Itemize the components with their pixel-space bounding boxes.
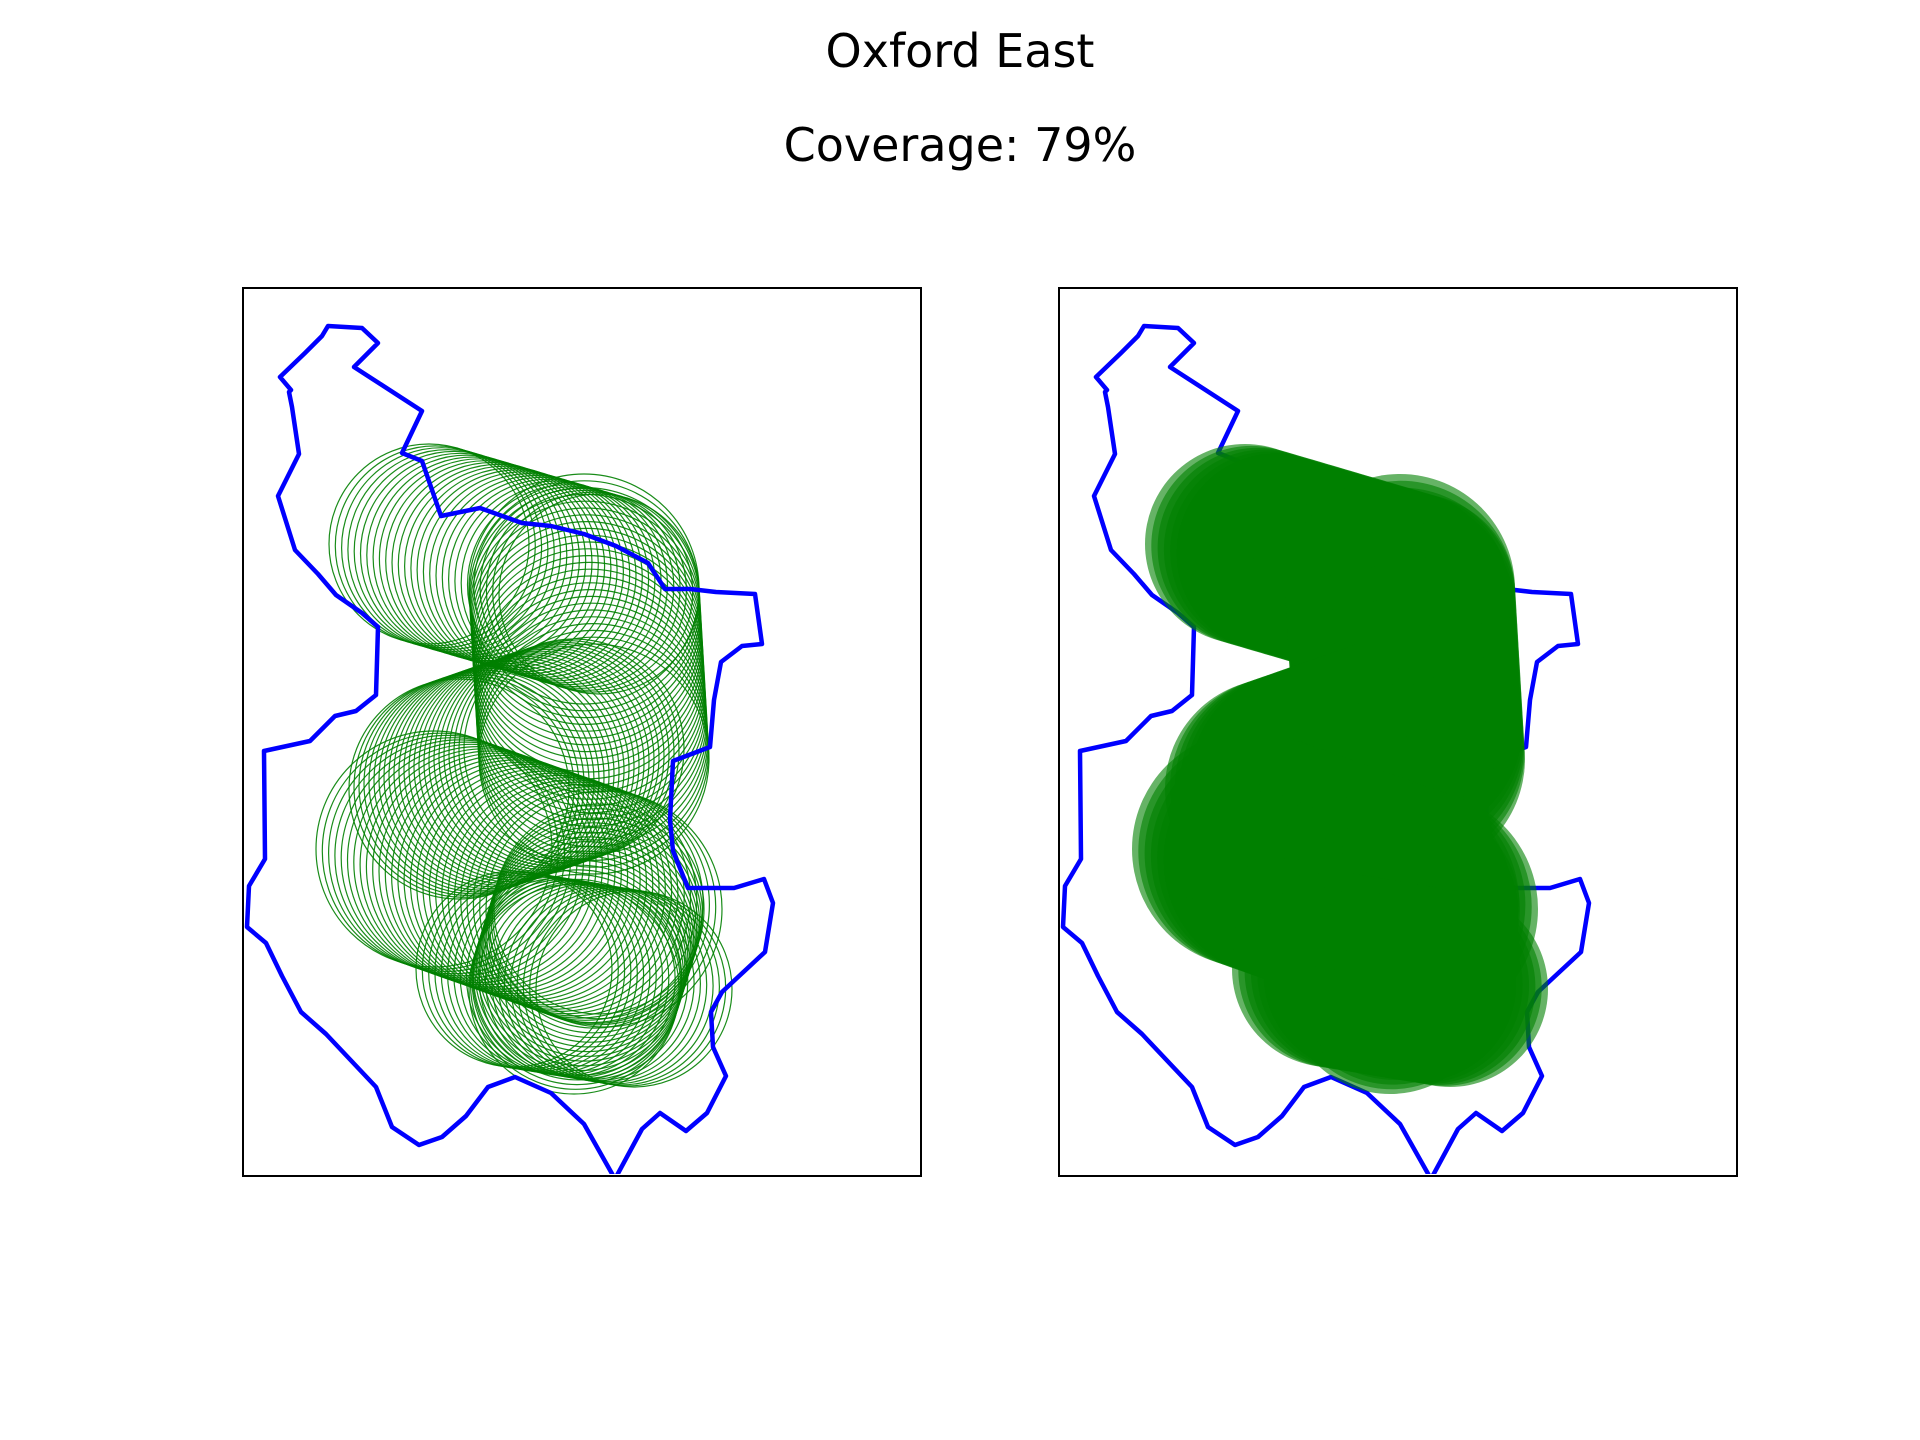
coverage-circle: [480, 845, 692, 1058]
coverage-circle: [429, 473, 631, 675]
coverage-circle: [416, 765, 654, 1004]
coverage-circle: [359, 452, 562, 654]
coverage-circle: [466, 783, 704, 1021]
coverage-circle: [347, 449, 549, 651]
coverage-circle: [468, 883, 680, 1095]
coverage-circle: [422, 768, 660, 1006]
coverage-circle: [404, 465, 606, 667]
coverage-subtitle: Coverage: 79%: [783, 118, 1137, 172]
coverage-circle: [358, 674, 580, 897]
coverage-circle: [485, 790, 723, 1028]
coverage-circle-outlines: [315, 443, 733, 1095]
coverage-circle: [341, 447, 543, 649]
coverage-circle: [522, 888, 720, 1086]
coverage-circle: [441, 476, 643, 678]
coverage-circle: [334, 445, 536, 647]
coverage-circle: [366, 454, 568, 656]
coverage-circle: [484, 831, 696, 1043]
coverage-circle: [472, 785, 710, 1024]
coverage-circle: [477, 855, 689, 1067]
coverage-circle: [403, 659, 625, 881]
coverage-circle: [469, 878, 682, 1090]
coverage-circle: [422, 471, 624, 673]
coverage-circle: [516, 887, 714, 1085]
coverage-circle: [391, 461, 593, 664]
coverage-circle: [466, 484, 669, 686]
coverage-circle: [353, 450, 555, 652]
constituency-boundary: [244, 323, 776, 1174]
coverage-circle: [1352, 891, 1548, 1087]
coverage-filled-circles: [1132, 444, 1548, 1094]
filled-map-svg: [1060, 323, 1592, 1174]
coverage-circle: [510, 886, 708, 1084]
coverage-circle: [481, 840, 693, 1053]
coverage-circle: [416, 469, 618, 671]
coverage-circle: [479, 788, 717, 1026]
coverage-circle: [398, 661, 620, 883]
coverage-circle: [463, 638, 685, 860]
coverage-circle: [535, 890, 733, 1088]
map-panel-outlines: [242, 287, 922, 1177]
map-panel-filled: [1058, 287, 1738, 1177]
figure-title: Oxford East: [825, 24, 1095, 78]
coverage-circle: [478, 850, 690, 1062]
coverage-circle: [428, 650, 650, 872]
outline-map-svg: [244, 323, 776, 1174]
